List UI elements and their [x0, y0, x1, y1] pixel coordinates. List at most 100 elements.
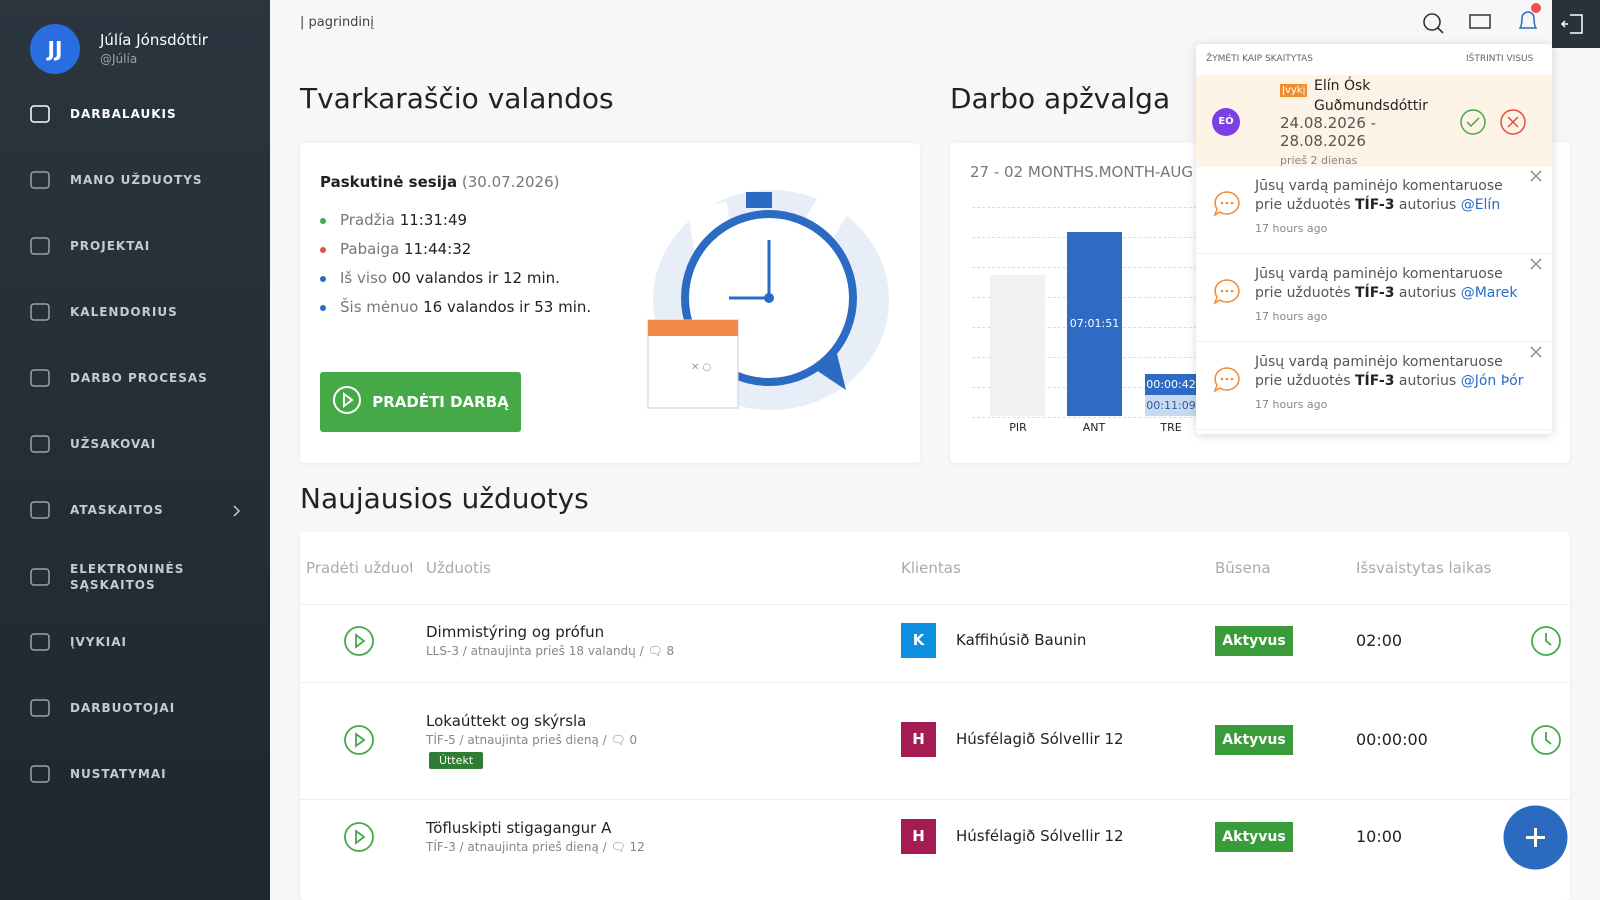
comment-count: 12	[629, 840, 645, 854]
comment-icon	[1212, 189, 1242, 223]
nav-item[interactable]: NUSTATYMAI	[70, 767, 167, 781]
nav-icon[interactable]	[29, 367, 51, 393]
grid-line	[972, 207, 1232, 208]
svg-text:✕ ○: ✕ ○	[691, 362, 711, 373]
nav-icon[interactable]	[29, 566, 51, 592]
separator	[1196, 429, 1552, 430]
column-header[interactable]: Išsvaistytas laikas	[1356, 559, 1492, 577]
client-name: Húsfélagið Sólvellir 12	[956, 730, 1124, 748]
top-icons[interactable]	[1410, 0, 1600, 52]
session-line: Paskutinė sesija (30.07.2026)	[320, 173, 560, 191]
comment-task: TÍF-3	[1355, 285, 1395, 301]
client-badge: K	[901, 623, 936, 658]
status-badge: Aktyvus	[1215, 626, 1293, 656]
separator	[1196, 253, 1552, 254]
column-header[interactable]: Klientas	[901, 559, 961, 577]
add-button[interactable]	[1503, 805, 1568, 874]
sidebar: JJ Júlía Jónsdóttir @Júlía DARBALAUKIS MANO …	[0, 0, 270, 900]
nav-icon[interactable]	[29, 235, 51, 261]
start-label[interactable]: PRADĖTI DARBĄ	[372, 393, 509, 411]
comment-text: Jūsų vardą paminėjo komentaruose prie už…	[1255, 265, 1525, 303]
task-name[interactable]: Dimmistýring og prófun	[426, 623, 605, 641]
comment-message: Jūsų vardą paminėjo komentaruose prie už…	[1255, 266, 1503, 301]
column-header[interactable]: Užduotis	[426, 559, 491, 577]
comment-count: 0	[629, 733, 638, 747]
nav-item[interactable]: MANO UŽDUOTYS	[70, 173, 203, 187]
comment-mention[interactable]: @Elín	[1460, 197, 1501, 213]
nav-item[interactable]: ATASKAITOS	[70, 503, 164, 517]
nav-item[interactable]: DARBO PROCESAS	[70, 371, 208, 385]
session-item: Pradžia 11:31:49	[320, 211, 467, 229]
play-button[interactable]	[343, 821, 375, 857]
event-item	[1196, 75, 1552, 167]
comment-message: Jūsų vardą paminėjo komentaruose prie už…	[1255, 354, 1503, 389]
column-header[interactable]: Pradėti užduotį	[306, 559, 412, 577]
play-button[interactable]	[343, 625, 375, 661]
nav-item[interactable]: DARBALAUKIS	[70, 107, 177, 121]
comment-icon	[1212, 365, 1242, 399]
bar-placeholder	[990, 275, 1045, 416]
nav-icon[interactable]	[29, 169, 51, 195]
nav-icon[interactable]	[29, 499, 51, 525]
event-tag: Įvykį	[1280, 84, 1308, 97]
nav-item[interactable]: PROJEKTAI	[70, 239, 151, 253]
play-button[interactable]	[343, 724, 375, 760]
clock-illustration: ✕ ○	[636, 170, 896, 424]
item-value: 16 valandos ir 53 min.	[423, 298, 592, 316]
nav-item[interactable]: ĮVYKIAI	[70, 635, 127, 649]
comment-message: Jūsų vardą paminėjo komentaruose prie už…	[1255, 178, 1503, 213]
status-badge: Aktyvus	[1215, 725, 1293, 755]
nav-icon[interactable]	[29, 697, 51, 723]
item-label: Pabaiga	[340, 240, 400, 258]
user-name: Júlía Jónsdóttir	[100, 31, 208, 49]
event-actions[interactable]	[1458, 107, 1528, 141]
comment-by: autorius	[1398, 197, 1457, 213]
nav-icon[interactable]	[29, 301, 51, 327]
task-name[interactable]: Lokaúttekt og skýrsla	[426, 712, 587, 730]
nav-icon[interactable]	[29, 433, 51, 459]
comment-time: 17 hours ago	[1255, 222, 1328, 235]
time-icon[interactable]	[1530, 625, 1562, 661]
close-notification[interactable]	[1530, 167, 1542, 186]
start-button[interactable]: PRADĖTI DARBĄ	[320, 372, 521, 432]
comment-mention[interactable]: @Jón Þór	[1460, 373, 1524, 389]
chevron	[232, 503, 242, 522]
close-notification[interactable]	[1530, 255, 1542, 274]
comment-text: Jūsų vardą paminėjo komentaruose prie už…	[1255, 353, 1525, 391]
event-ago: prieš 2 dienas	[1280, 154, 1358, 167]
comment-time: 17 hours ago	[1255, 398, 1328, 411]
event-avatar: EÓ	[1212, 108, 1240, 136]
client-badge: H	[901, 819, 936, 854]
nav-item[interactable]: UŽSAKOVAI	[70, 437, 157, 451]
play-icon[interactable]	[332, 385, 362, 419]
task-meta: TÍF-5 / atnaujinta prieš dieną / 🗨 0	[426, 733, 638, 747]
nav-item[interactable]: ELEKTRONINĖS SĄSKAITOS	[70, 562, 185, 592]
nav-item[interactable]: DARBUOTOJAI	[70, 701, 176, 715]
task-name[interactable]: Töfluskipti stigagangur A	[426, 819, 612, 837]
nav-item[interactable]: KALENDORIUS	[70, 305, 178, 319]
task-meta: TÍF-3 / atnaujinta prieš dieną / 🗨 12	[426, 840, 645, 854]
breadcrumb: | pagrindinį	[300, 15, 374, 30]
bar: 00:11:09	[1145, 395, 1197, 416]
mark-read[interactable]: ŽYMĖTI KAIP SKAITYTAS	[1206, 54, 1313, 64]
dot	[320, 246, 326, 253]
row-separator	[300, 682, 1570, 683]
task-tag: Úttekt	[429, 752, 484, 769]
day-label: PIR	[1009, 421, 1027, 434]
day-label: ANT	[1082, 421, 1106, 434]
task-meta-text: TÍF-3 / atnaujinta prieš dieną /	[426, 840, 607, 854]
comment-mention[interactable]: @Marek	[1460, 285, 1518, 301]
delete-all[interactable]: IŠTRINTI VISUS	[1466, 54, 1534, 64]
session-date: (30.07.2026)	[461, 173, 560, 191]
session-item: Pabaiga 11:44:32	[320, 240, 471, 258]
nav-icon[interactable]	[29, 631, 51, 657]
time-icon[interactable]	[1530, 724, 1562, 760]
close-notification[interactable]	[1530, 343, 1542, 362]
client-name: Kaffihúsið Baunin	[956, 631, 1087, 649]
item-label: Šis mėnuo	[340, 298, 419, 316]
row-separator	[300, 604, 1570, 605]
client-name: Húsfélagið Sólvellir 12	[956, 827, 1124, 845]
nav-icon[interactable]	[29, 763, 51, 789]
column-header[interactable]: Būsena	[1215, 559, 1271, 577]
nav-icon[interactable]	[29, 103, 51, 129]
